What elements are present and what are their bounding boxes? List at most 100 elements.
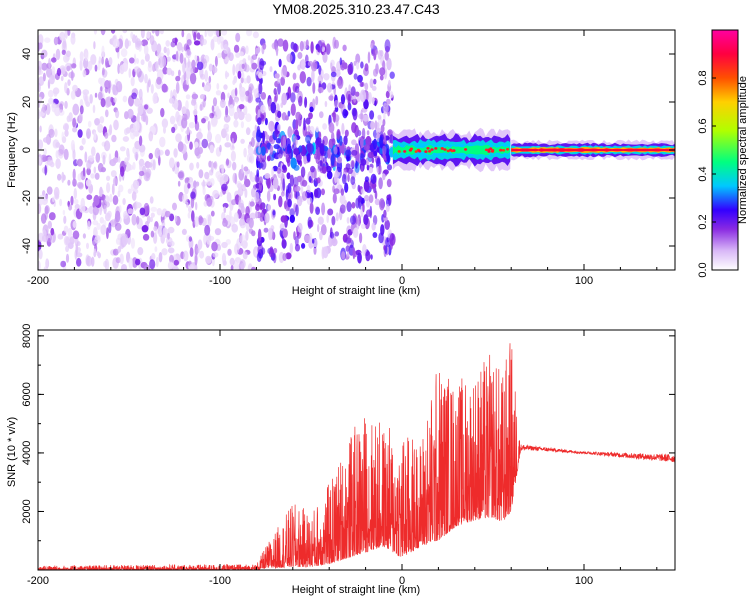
spectrogram-cell <box>273 144 280 150</box>
spectrogram-cell <box>383 245 386 251</box>
spectrogram-cell <box>203 84 210 92</box>
spectrogram-cell <box>198 169 204 179</box>
spectrogram-cell <box>374 198 381 206</box>
spectrogram-cell <box>341 173 347 185</box>
spectrogram-cell <box>234 87 238 97</box>
spectrogram-cell <box>152 159 156 171</box>
spectrogram-cell <box>72 103 80 116</box>
spectrogram-cell <box>354 227 358 237</box>
spectrogram-cell <box>347 63 353 76</box>
spectrogram-cell <box>225 133 230 142</box>
spectrogram-cell <box>51 66 56 76</box>
spectrogram-cell <box>171 126 176 134</box>
spectrogram-cell <box>233 75 237 84</box>
spectrogram-cell <box>179 52 184 64</box>
spectrogram-cell <box>368 194 374 204</box>
spectrogram-cell <box>206 197 213 207</box>
spectrogram-cell <box>62 174 66 181</box>
spectrogram-cell <box>359 232 363 244</box>
spectrogram-cell <box>138 158 145 167</box>
spectrogram-cell <box>301 243 306 249</box>
spectrogram-cell <box>221 183 228 192</box>
spectrogram-cell <box>209 112 215 119</box>
spectrogram-cell <box>176 161 180 168</box>
spectrogram-cell <box>214 228 222 236</box>
spectrogram-cell <box>159 30 164 35</box>
spectrogram-cell <box>44 165 47 176</box>
snr-plot-area <box>38 343 675 570</box>
spectrogram-cell <box>267 204 272 211</box>
spectrogram-cell <box>141 39 149 47</box>
spectrogram-cell <box>364 82 369 91</box>
spectrogram-cell <box>50 227 55 236</box>
spectrogram-cell <box>363 214 369 226</box>
spectrogram-cell <box>162 227 168 238</box>
spectrogram-cell <box>208 63 213 72</box>
spectrogram-cell <box>79 59 83 71</box>
spectrogram-cell <box>253 88 260 100</box>
spectrogram-cell <box>64 123 69 132</box>
spectrogram-cell <box>373 78 377 85</box>
spectrogram-cell <box>42 72 46 82</box>
spectrogram-cell <box>370 173 377 184</box>
spectrogram-cell <box>194 147 200 157</box>
spectrogram-cell <box>225 105 229 118</box>
spectrogram-cell <box>101 45 105 57</box>
spectrogram-cell <box>196 61 204 71</box>
spectrogram-x-tick-label: -100 <box>209 275 231 287</box>
spectrogram-cell <box>138 144 146 153</box>
spectrogram-cell <box>235 98 239 104</box>
spectrogram-cell <box>280 215 287 223</box>
spectrogram-cell <box>335 212 339 222</box>
spectrogram-cell <box>122 198 126 205</box>
spectrogram-cell <box>239 51 244 57</box>
spectrogram-cell <box>273 88 277 95</box>
spectrogram-cell <box>249 201 255 207</box>
spectrogram-cell <box>155 30 160 37</box>
spectrogram-cell <box>270 101 277 114</box>
spectrogram-cell <box>222 260 227 266</box>
spectrogram-cell <box>189 162 194 171</box>
spectrogram-cell <box>140 59 145 66</box>
spectrogram-cell <box>70 70 74 81</box>
spectrogram-cell <box>190 191 196 199</box>
spectrogram-cell <box>112 157 119 164</box>
spectrogram-cell <box>243 78 248 84</box>
spectrogram-cell <box>38 260 41 270</box>
spectrogram-cell <box>251 266 256 270</box>
spectrogram-cell <box>365 135 372 147</box>
spectrogram-cell <box>204 69 209 82</box>
spectrogram-cell <box>248 83 254 91</box>
spectrogram-cell <box>364 63 369 72</box>
spectrogram-cell <box>38 76 45 86</box>
spectrogram-cell <box>341 144 347 154</box>
spectrogram-cell <box>215 171 222 179</box>
spectrogram-cell <box>315 95 319 106</box>
spectrogram-cell <box>214 55 218 67</box>
spectrogram-cell <box>198 216 204 224</box>
spectrogram-cell <box>212 189 220 199</box>
spectrogram-cell <box>273 247 278 254</box>
spectrogram-cell <box>92 220 99 226</box>
spectrogram-cell <box>243 105 248 116</box>
spectrogram-cell <box>216 83 220 90</box>
spectrogram-cell <box>227 92 230 99</box>
spectrogram-cell <box>269 66 273 73</box>
spectrogram-cell <box>348 84 352 93</box>
spectrogram-cell <box>197 239 203 250</box>
spectrogram-cell <box>63 225 69 233</box>
spectrogram-cell <box>363 144 370 151</box>
spectrogram-cell <box>308 175 312 183</box>
spectrogram-cell <box>181 193 188 204</box>
spectrogram-cell <box>317 224 320 233</box>
spectrogram-cell <box>73 188 78 200</box>
spectrogram-cell <box>389 91 394 99</box>
spectrogram-cell <box>290 92 296 103</box>
spectrogram-cell <box>51 102 56 113</box>
spectrogram-cell <box>169 213 175 222</box>
spectrogram-cell <box>61 49 66 55</box>
spectrogram-cell <box>339 57 342 66</box>
spectrogram-cell <box>355 160 358 169</box>
spectrogram-cell <box>306 76 312 87</box>
spectrogram-cell <box>310 41 314 54</box>
